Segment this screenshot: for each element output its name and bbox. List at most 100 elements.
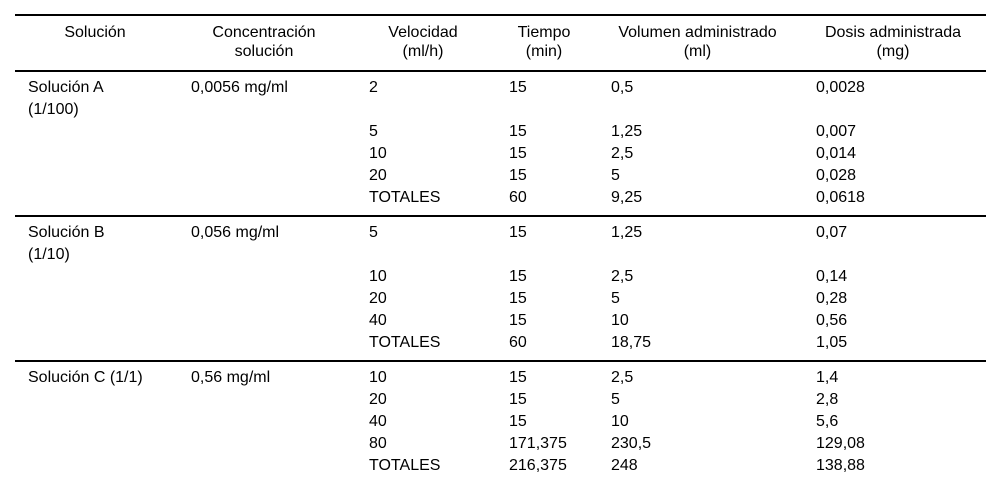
table-cell: 2 [369,79,378,96]
table-cell [175,244,353,266]
header-line1: Concentración [212,24,316,41]
table-cell: 5 [611,167,620,184]
table-cell: 40 [369,413,387,430]
table-cell: TOTALES [369,189,441,206]
table-row: 5 15 1,25 0,007 [15,121,986,143]
table-row: TOTALES 60 9,25 0,0618 [15,187,986,216]
table-cell [175,99,353,121]
table-cell: 0,014 [816,145,857,162]
table-cell: 138,88 [816,457,865,474]
table-row: 10 15 2,5 0,014 [15,143,986,165]
table-cell: 0,028 [816,167,857,184]
table-cell: 0,07 [816,224,848,241]
table-cell: 5 [369,123,378,140]
table-cell: 0,28 [816,290,848,307]
table-cell: 171,375 [509,435,567,452]
table-section-1: Solución B 0,056 mg/ml 5 15 1,25 0,07 (1/10) 10… [15,216,986,361]
header-line2: (mg) [876,43,910,60]
table-cell: 60 [509,189,527,206]
table-row: Solución B 0,056 mg/ml 5 15 1,25 0,07 [15,216,986,244]
table-cell: 0,56 [816,312,848,329]
table-cell: 248 [611,457,638,474]
table-cell [15,266,175,288]
header-line2: (ml) [683,43,712,60]
table-cell: 1,25 [611,123,643,140]
header-line2 [15,42,175,61]
header-cell: Volumen administrado (ml) [595,15,800,71]
table-cell: 10 [369,145,387,162]
table-cell [15,288,175,310]
table-cell: 15 [509,290,527,307]
table-cell: 80 [369,435,387,452]
table-cell: 20 [369,290,387,307]
header-cell: Velocidad (ml/h) [353,15,493,71]
table-cell: 60 [509,334,527,351]
table-cell: 216,375 [509,457,567,474]
table-cell: 0,14 [816,268,848,285]
table-cell [353,244,493,266]
table-cell [15,143,175,165]
table-cell: 129,08 [816,435,865,452]
table-cell: 2,5 [611,268,634,285]
table-cell: 9,25 [611,189,643,206]
table-cell [175,310,353,332]
table-cell: 15 [509,369,527,386]
table-cell: 20 [369,391,387,408]
table-cell: 5,6 [816,413,839,430]
table-row: 20 15 5 0,028 [15,165,986,187]
header-line1: Tiempo [517,24,571,41]
table-cell: 0,007 [816,123,857,140]
table-cell [800,99,986,121]
header-cell: Solución [15,15,175,71]
table-cell [175,121,353,143]
table-row: TOTALES 216,375 248 138,88 [15,455,986,482]
table-cell: 0,056 mg/ml [191,224,280,241]
table-cell [175,143,353,165]
table-cell: 40 [369,312,387,329]
table-cell: 1,4 [816,369,839,386]
table-row: 80 171,375 230,5 129,08 [15,433,986,455]
table-cell [595,99,800,121]
table-cell [175,332,353,361]
table-cell [175,187,353,216]
table-cell: 10 [611,413,629,430]
table-cell: 10 [369,369,387,386]
table-cell: 15 [509,224,527,241]
table-cell: 2,8 [816,391,839,408]
table-cell [595,244,800,266]
table-cell: TOTALES [369,334,441,351]
table-cell: 15 [509,391,527,408]
table-cell: 18,75 [611,334,652,351]
table-cell: TOTALES [369,457,441,474]
table-cell: 0,0618 [816,189,865,206]
header-cell: Tiempo (min) [493,15,595,71]
table-cell [15,332,175,361]
header-line1: Dosis administrada [824,24,962,41]
table-cell: 15 [509,413,527,430]
table-cell [15,165,175,187]
table-cell: Solución A [28,79,104,96]
table-cell: 230,5 [611,435,652,452]
table-cell: 1,25 [611,224,643,241]
header-row: Solución Concentración solución Velocidad (m… [15,15,986,71]
header-line2: solución [234,43,294,60]
header-line2: (min) [525,43,563,60]
table-cell: 20 [369,167,387,184]
table-cell [175,266,353,288]
table-cell: 15 [509,268,527,285]
table-cell: (1/10) [28,246,70,263]
table-cell [175,389,353,411]
table-header: Solución Concentración solución Velocidad (m… [15,15,986,71]
table-row: 40 15 10 5,6 [15,411,986,433]
table-cell [175,288,353,310]
header-line1: Solución [64,24,126,41]
header-line2: (ml/h) [402,43,444,60]
table-cell: (1/100) [28,101,79,118]
table-cell [175,455,353,482]
dose-table: Solución Concentración solución Velocidad (m… [15,14,986,482]
table-cell: 15 [509,145,527,162]
table-cell [353,99,493,121]
table-cell [175,433,353,455]
header-cell: Concentración solución [175,15,353,71]
